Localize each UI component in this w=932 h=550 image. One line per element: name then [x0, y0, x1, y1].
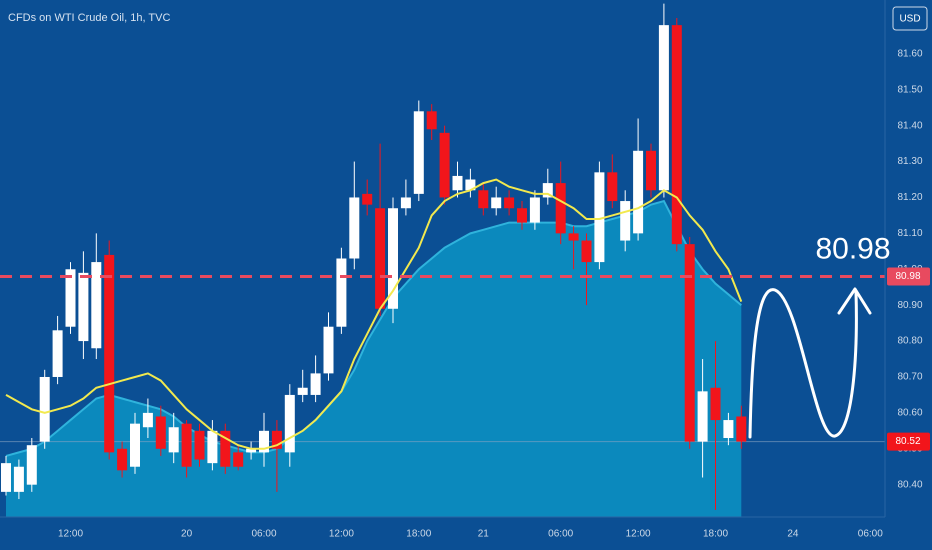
candle-body: [349, 197, 360, 259]
candle-body: [710, 387, 721, 421]
candle-body: [568, 233, 579, 241]
candle-body: [542, 183, 553, 198]
y-tick-label: 81.40: [897, 120, 922, 131]
candle-body: [284, 394, 295, 453]
x-tick-label: 06:00: [858, 529, 883, 540]
candle-body: [439, 132, 450, 198]
hand-drawn-curve: [748, 288, 858, 439]
candle-body: [620, 201, 631, 241]
area-edge: [5, 199, 742, 457]
candle-body: [194, 430, 205, 460]
x-tick-label: 21: [478, 529, 490, 540]
main-layer: [0, 3, 885, 510]
candle-body: [413, 111, 424, 194]
level-annotation: 80.98: [815, 232, 890, 265]
candle-body: [375, 208, 386, 309]
x-tick-label: 06:00: [548, 529, 573, 540]
candle-body: [491, 197, 502, 209]
y-tick-label: 81.20: [897, 192, 922, 203]
level-tag-label: 80.98: [895, 271, 920, 282]
candle-body: [517, 208, 527, 223]
x-tick-label: 12:00: [58, 529, 83, 540]
candle-body: [671, 25, 682, 245]
candle-body: [155, 416, 166, 449]
x-tick-label: 12:00: [626, 529, 651, 540]
candle-body: [555, 183, 566, 234]
y-tick-label: 81.50: [897, 84, 922, 95]
x-tick-label: 12:00: [329, 529, 354, 540]
candle-body: [130, 423, 140, 467]
candle-body: [426, 111, 437, 130]
x-tick-label: 18:00: [703, 529, 728, 540]
candle-body: [581, 240, 592, 263]
candle-body: [246, 448, 257, 453]
candle-body: [452, 175, 463, 191]
y-tick-label: 81.30: [897, 156, 922, 167]
y-tick-label: 80.40: [897, 479, 922, 490]
candle-body: [104, 254, 115, 453]
candle-body: [388, 208, 398, 309]
y-tick-label: 81.60: [897, 48, 922, 59]
candle-body: [658, 25, 669, 191]
candle-body: [607, 172, 618, 202]
candle-body: [362, 193, 373, 205]
candle-body: [529, 197, 540, 223]
candle-body: [504, 197, 515, 209]
candle-body: [336, 258, 347, 327]
candle-body: [310, 373, 321, 395]
candle-body: [400, 197, 411, 209]
x-tick-label: 24: [787, 529, 799, 540]
chart-title: CFDs on WTI Crude Oil, 1h, TVC: [8, 12, 170, 24]
y-tick-label: 80.70: [897, 372, 922, 383]
candle-body: [52, 330, 63, 377]
last-price-tag: [887, 432, 930, 451]
x-tick-label: 06:00: [251, 529, 276, 540]
candle-body: [78, 272, 89, 342]
candle-body: [13, 466, 24, 492]
candle-body: [297, 387, 308, 395]
level-tag: [887, 267, 930, 286]
y-tick-label: 81.10: [897, 228, 922, 239]
x-tick-label: 18:00: [406, 529, 431, 540]
candle-body: [117, 448, 128, 471]
y-tick-label: 80.60: [897, 408, 922, 419]
candle-body: [684, 244, 695, 442]
candle-body: [478, 190, 489, 209]
arrow-head: [837, 287, 872, 315]
candle-body: [233, 452, 244, 467]
candle-body: [697, 391, 708, 442]
candle-body: [220, 430, 231, 467]
candle-body: [91, 262, 102, 349]
moving-average: [5, 178, 743, 450]
candle-body: [207, 430, 218, 464]
candle-body: [26, 445, 37, 485]
candle-body: [646, 150, 656, 191]
candle-body: [594, 172, 605, 263]
currency-button[interactable]: [892, 6, 928, 31]
candle-body: [736, 416, 747, 442]
candle-body: [39, 376, 50, 442]
candle-body: [323, 326, 334, 374]
candle-body: [1, 463, 11, 492]
candle-body: [168, 427, 179, 453]
x-tick-label: 20: [181, 529, 193, 540]
candle-body: [465, 179, 476, 191]
last-price-label: 80.52: [895, 436, 920, 447]
candle-body: [181, 423, 192, 467]
y-tick-label: 80.90: [897, 300, 922, 311]
currency-label[interactable]: USD: [899, 14, 920, 25]
candle-body: [259, 430, 269, 453]
candle-body: [142, 412, 153, 428]
candle-body: [723, 420, 734, 439]
candle-body: [633, 150, 644, 234]
y-tick-label: 80.80: [897, 336, 922, 347]
candle-body: [271, 430, 282, 449]
candle-body: [65, 269, 76, 327]
